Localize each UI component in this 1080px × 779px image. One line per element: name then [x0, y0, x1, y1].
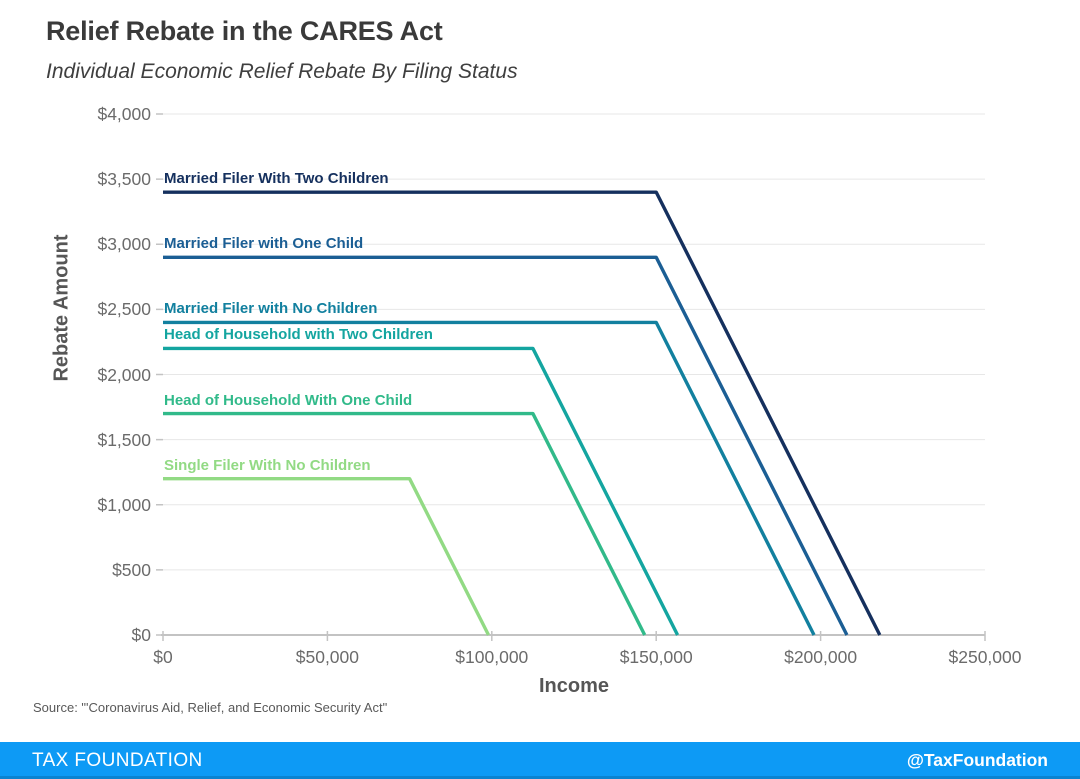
series-line-single-filer-with-no-children — [163, 477, 491, 636]
series-lines — [163, 190, 882, 636]
page-subtitle: Individual Economic Relief Rebate By Fil… — [46, 60, 518, 83]
footer-brand: TAX FOUNDATION — [32, 749, 203, 771]
series-line-head-of-household-with-one-child — [163, 411, 647, 636]
footer-handle: @TaxFoundation — [906, 750, 1048, 770]
series-line-head-of-household-with-two-children — [163, 346, 680, 636]
source-note: Source: "'Coronavirus Aid, Relief, and E… — [33, 700, 388, 715]
gridlines — [163, 113, 985, 571]
footer-bar: TAX FOUNDATION @TaxFoundation — [0, 742, 1080, 779]
page-title: Relief Rebate in the CARES Act — [46, 16, 443, 46]
x-axis-title: Income — [538, 675, 610, 697]
y-axis-title: Rebate Amount — [50, 234, 73, 382]
axis-lines — [156, 113, 986, 641]
series-line-married-filer-with-two-children — [163, 190, 882, 636]
series-line-married-filer-with-no-children — [163, 320, 816, 636]
series-line-married-filer-with-one-child — [163, 255, 849, 636]
